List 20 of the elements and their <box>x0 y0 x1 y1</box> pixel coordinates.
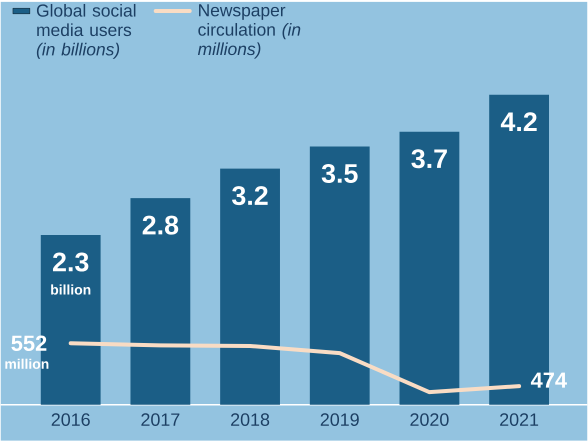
x-tick-label: 2020 <box>410 413 449 426</box>
bar <box>400 132 460 405</box>
bar <box>130 198 190 405</box>
x-tick-label: 2017 <box>141 413 180 426</box>
data-label: 2.8 <box>142 216 178 235</box>
data-label: 3.7 <box>411 149 447 168</box>
bar <box>220 168 280 405</box>
x-tick-label: 2019 <box>320 413 359 426</box>
x-tick-label: 2018 <box>231 413 270 426</box>
data-label: 474 <box>530 372 567 388</box>
legend-label: Global social media users (in billions) <box>36 4 136 60</box>
data-label: 4.2 <box>500 112 537 132</box>
annotation: billion <box>51 284 90 295</box>
data-label: 2.3 <box>52 252 88 272</box>
x-tick-label: 2021 <box>500 413 538 426</box>
data-label: 3.2 <box>232 186 268 206</box>
x-tick-label: 2016 <box>52 413 90 426</box>
text: Newspaper circulation (in millions) <box>198 4 300 59</box>
data-label: 3.5 <box>322 164 358 184</box>
bar <box>310 146 370 405</box>
